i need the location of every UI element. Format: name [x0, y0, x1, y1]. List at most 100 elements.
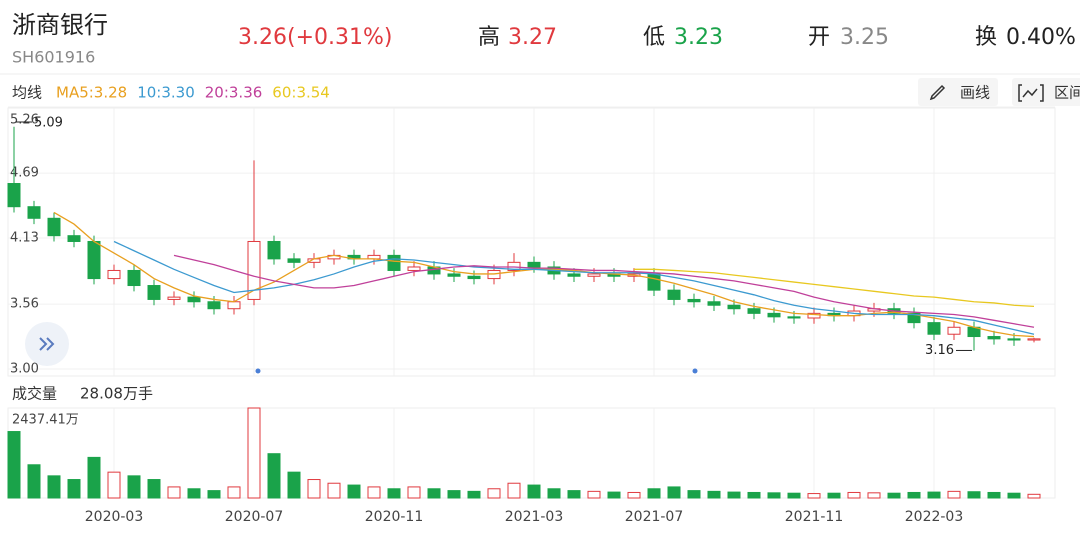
stat-label: 低: [643, 25, 665, 50]
volume-bar: [487, 488, 501, 499]
volume-bar: [827, 492, 841, 499]
volume-bar: [787, 492, 801, 499]
candle-body: [27, 206, 41, 219]
candle-body: [1027, 338, 1041, 341]
price: 3.26(+0.31%): [238, 25, 392, 50]
volume-bar: [687, 490, 701, 499]
volume-bar: [307, 479, 321, 499]
volume-bar: [867, 492, 881, 499]
candle-body: [667, 289, 681, 300]
candle-body: [247, 240, 261, 300]
volume-bar: [727, 491, 741, 499]
candle-body: [187, 296, 201, 303]
candle-body: [407, 266, 421, 271]
stat-label: 高: [478, 25, 500, 50]
candle-body: [447, 273, 461, 277]
candle-body: [287, 258, 301, 263]
expand-icon: [39, 337, 55, 351]
candle-body: [527, 261, 541, 268]
event-dot: [255, 368, 261, 374]
draw-button[interactable]: [918, 78, 998, 106]
volume-bar: [667, 486, 681, 499]
candle-body: [267, 240, 281, 260]
volume-bar: [47, 475, 61, 499]
volume-bar: [1027, 493, 1041, 499]
pen-icon: [929, 84, 946, 101]
x-tick-label: 2021-11: [785, 509, 844, 525]
volume-bar: [1007, 492, 1021, 499]
candle-body: [467, 275, 481, 280]
volume-bar: [947, 490, 961, 499]
candle-body: [7, 183, 21, 208]
candle-body: [87, 240, 101, 280]
volume-bar: [987, 491, 1001, 499]
volume-bar: [527, 484, 541, 499]
y-tick-label: 2437.41万: [12, 413, 79, 428]
volume-bar: [227, 486, 241, 499]
volume-bar: [887, 492, 901, 499]
range-button-label: 区间: [1054, 84, 1080, 102]
y-tick-label: 5.26: [10, 113, 39, 128]
legend-entry: 20:3.36: [205, 84, 263, 102]
candle-body: [167, 296, 181, 300]
x-tick-label: 2020-11: [365, 509, 424, 525]
ma-line: [173, 254, 1035, 328]
candle-body: [807, 312, 821, 319]
candle-body: [127, 269, 141, 287]
x-tick-label: 2020-03: [85, 509, 144, 525]
price-frame: [7, 107, 1056, 377]
event-dot: [692, 368, 698, 374]
legend-entry: 10:3.30: [137, 84, 195, 102]
volume-bar: [507, 482, 521, 499]
legend-entry: 60:3.54: [272, 84, 330, 102]
volume-bar: [287, 471, 301, 499]
ma-line: [634, 268, 1035, 308]
candle-body: [587, 273, 601, 277]
candle-body: [647, 273, 661, 291]
candle-body: [227, 301, 241, 310]
draw-button-label: 画线: [960, 84, 990, 102]
candle-body: [707, 301, 721, 306]
volume-bar: [207, 490, 221, 499]
plot: 5.26 4.69 4.13 3.56 3.00 2020-03 2020-07 2020-1…: [7, 106, 1055, 525]
stat-value: 3.27: [508, 25, 557, 50]
volume-bar: [807, 493, 821, 499]
candle-body: [907, 312, 921, 324]
volume-bar: [187, 488, 201, 499]
volume-bar: [407, 486, 421, 499]
candle-body: [207, 301, 221, 310]
volume-bar: [747, 491, 761, 499]
candle-body: [747, 308, 761, 314]
volume-bar: [367, 486, 381, 499]
max-label: 5.09: [34, 116, 63, 131]
volume-bar: [67, 479, 81, 499]
x-tick-label: 2021-03: [505, 509, 564, 525]
candle-body: [927, 322, 941, 335]
legend-entry: MA5:3.28: [56, 84, 127, 102]
y-tick-label: 3.00: [10, 362, 39, 377]
volume-bar: [167, 486, 181, 499]
candle-body: [67, 235, 81, 242]
ma-legend: MA5:3.28 10:3.30 20:3.36 60:3.54: [56, 84, 330, 102]
volume-bar: [927, 491, 941, 499]
volume-bar: [247, 407, 261, 499]
candle-body: [387, 254, 401, 271]
candle-body: [47, 217, 61, 237]
volume-bar: [147, 479, 161, 499]
range-button[interactable]: [1012, 78, 1080, 106]
candle-body: [767, 312, 781, 318]
stat-value: 0.40%: [1006, 25, 1076, 50]
volume-bar: [647, 488, 661, 499]
volume-bar: [707, 490, 721, 499]
volume-bar: [107, 471, 121, 499]
volume-bar: [127, 475, 141, 499]
candle-body: [147, 285, 161, 300]
candle-body: [567, 273, 581, 277]
volume-bar: [327, 482, 341, 499]
x-tick-label: 2021-07: [625, 509, 684, 525]
candle-body: [987, 336, 1001, 340]
ma-title: 均线: [12, 84, 42, 102]
y-tick-label: 4.13: [10, 231, 39, 246]
volume-bar: [587, 490, 601, 499]
